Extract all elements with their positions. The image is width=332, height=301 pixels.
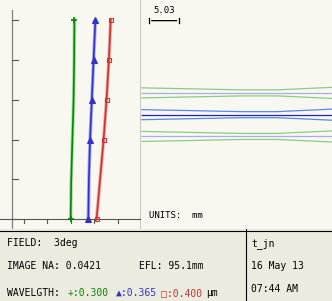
Text: UNITS:  mm: UNITS: mm: [149, 211, 203, 220]
Text: 5.03: 5.03: [153, 6, 175, 15]
Text: EFL: 95.1mm: EFL: 95.1mm: [139, 261, 204, 271]
Text: +:0.300: +:0.300: [68, 288, 109, 298]
Text: IMAGE NA: 0.0421: IMAGE NA: 0.0421: [7, 261, 101, 271]
Text: t_jn: t_jn: [251, 238, 275, 249]
Text: μm: μm: [206, 288, 217, 298]
Text: WAVELGTH:: WAVELGTH:: [7, 288, 65, 298]
Text: ▲:0.365: ▲:0.365: [116, 288, 157, 298]
Text: 16 May 13: 16 May 13: [251, 261, 304, 271]
Text: 07:44 AM: 07:44 AM: [251, 284, 298, 294]
Text: FIELD:  3deg: FIELD: 3deg: [7, 238, 77, 248]
Text: □:0.400: □:0.400: [161, 288, 202, 298]
